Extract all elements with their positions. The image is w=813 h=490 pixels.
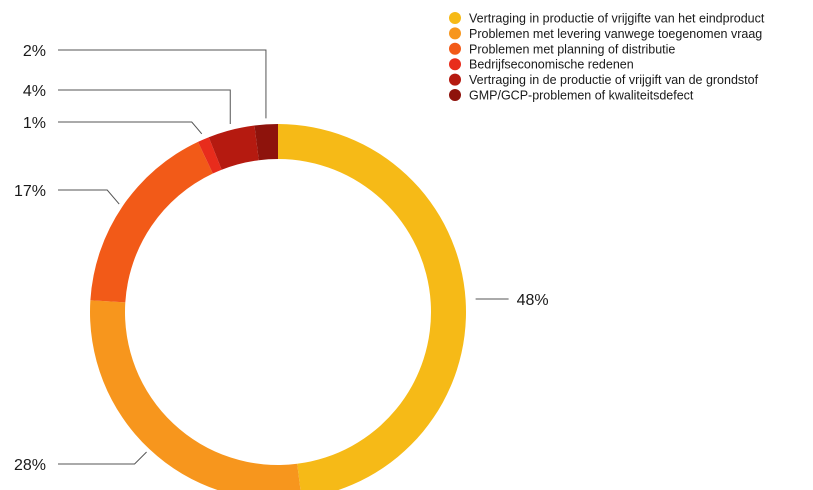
legend-swatch — [449, 58, 461, 71]
donut-slice-vertraging-in-productie-of-vrijgifte-van — [278, 124, 467, 490]
donut-slice-problemen-met-levering-vanwege-toegenome — [90, 300, 301, 490]
legend-item-label: Bedrijfseconomische redenen — [469, 58, 634, 72]
legend-item-label: Problemen met levering vanwege toegenome… — [469, 27, 762, 41]
percentage-label: 2% — [23, 43, 46, 60]
legend: Vertraging in productie of vrijgifte van… — [449, 12, 765, 103]
percentage-label: 28% — [14, 457, 46, 474]
donut-slice-gmp-gcp-problemen-of-kwaliteitsdefect — [254, 124, 278, 161]
donut-slice-bedrijfseconomische-redenen — [197, 137, 222, 174]
donut-slices — [90, 124, 467, 490]
leader-line — [58, 451, 147, 465]
percentage-label: 1% — [23, 115, 46, 132]
legend-item-label: GMP/GCP-problemen of kwaliteitsdefect — [469, 89, 694, 103]
legend-swatch — [449, 89, 461, 101]
percentage-label: 4% — [23, 83, 46, 100]
legend-swatch — [449, 42, 461, 55]
legend-swatch — [449, 27, 461, 40]
leader-line — [58, 121, 203, 135]
donut-slice-problemen-met-planning-of-distributie — [90, 141, 213, 303]
leader-line — [58, 89, 231, 125]
percentage-label: 48% — [517, 292, 549, 309]
percentage-label: 17% — [14, 183, 46, 200]
leader-line — [58, 189, 120, 205]
legend-item-label: Problemen met planning of distributie — [469, 42, 675, 56]
legend-item-label: Vertraging in productie of vrijgifte van… — [469, 12, 765, 26]
leader-lines — [58, 49, 509, 465]
legend-swatch — [449, 12, 461, 24]
legend-swatch — [449, 73, 461, 86]
donut-slice-vertraging-in-de-productie-of-vrijgift-v — [208, 125, 259, 170]
leader-line — [58, 49, 267, 119]
percentage-labels: 48% 28% 17% 1% 4% 2% — [14, 43, 549, 474]
legend-item-label: Vertraging in de productie of vrijgift v… — [469, 73, 759, 87]
